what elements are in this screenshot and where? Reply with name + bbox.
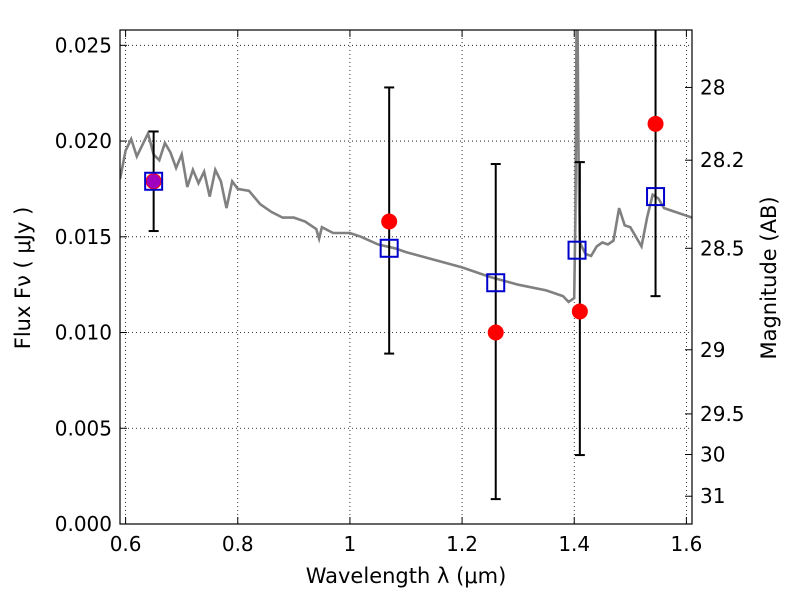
x-tick-label: 1.2 — [446, 532, 478, 556]
model-photometry-points — [144, 171, 666, 293]
plot-frame — [119, 29, 693, 525]
y2-tick-label: 28 — [700, 75, 725, 99]
y2-tick-label: 28.2 — [700, 148, 745, 172]
x-tick-label: 1.4 — [558, 532, 590, 556]
model-photometry-square — [646, 187, 666, 207]
x-tick-label: 1.6 — [670, 532, 702, 556]
x-axis-ticks: 0.6 0.8 1 1.2 1.4 1.6 — [110, 30, 702, 556]
model-photometry-square — [379, 238, 399, 258]
observed-point — [487, 324, 504, 341]
x-tick-label: 1 — [344, 532, 357, 556]
x-tick-label: 0.6 — [110, 532, 142, 556]
y2-axis-ticks: 28 28.2 28.5 29 29.5 30 31 — [685, 75, 745, 508]
y2-tick-label: 29 — [700, 338, 725, 362]
x-axis-label: Wavelength λ (μm) — [306, 564, 507, 588]
y2-tick-label: 31 — [700, 484, 725, 508]
model-spectrum-series — [120, 30, 692, 304]
y-tick-label: 0.010 — [55, 321, 112, 345]
y-tick-label: 0.025 — [55, 33, 112, 57]
y-axis-ticks: 0.000 0.005 0.010 0.015 0.020 0.025 — [55, 33, 127, 536]
error-bars — [148, 30, 661, 501]
model-spectrum-line — [120, 30, 692, 304]
overlap-point — [146, 174, 161, 189]
x-tick-label: 0.8 — [222, 532, 254, 556]
model-photometry-square — [144, 171, 164, 191]
observed-points — [145, 115, 664, 341]
observed-point — [381, 213, 398, 230]
grid-lines — [120, 30, 692, 525]
y2-tick-label: 30 — [700, 442, 725, 466]
observed-point — [647, 115, 664, 132]
y2-tick-label: 29.5 — [700, 402, 745, 426]
y2-tick-label: 28.5 — [700, 236, 745, 260]
y2-axis-label: Magnitude (AB) — [757, 196, 781, 359]
observed-point — [571, 303, 588, 320]
y-tick-label: 0.020 — [55, 129, 112, 153]
model-photometry-square — [486, 273, 506, 293]
y-axis-label: Flux Fν ( μJy ) — [11, 207, 35, 350]
y-tick-label: 0.000 — [55, 512, 112, 536]
y-tick-label: 0.005 — [55, 416, 112, 440]
model-photometry-square — [567, 240, 587, 260]
y-tick-label: 0.015 — [55, 225, 112, 249]
